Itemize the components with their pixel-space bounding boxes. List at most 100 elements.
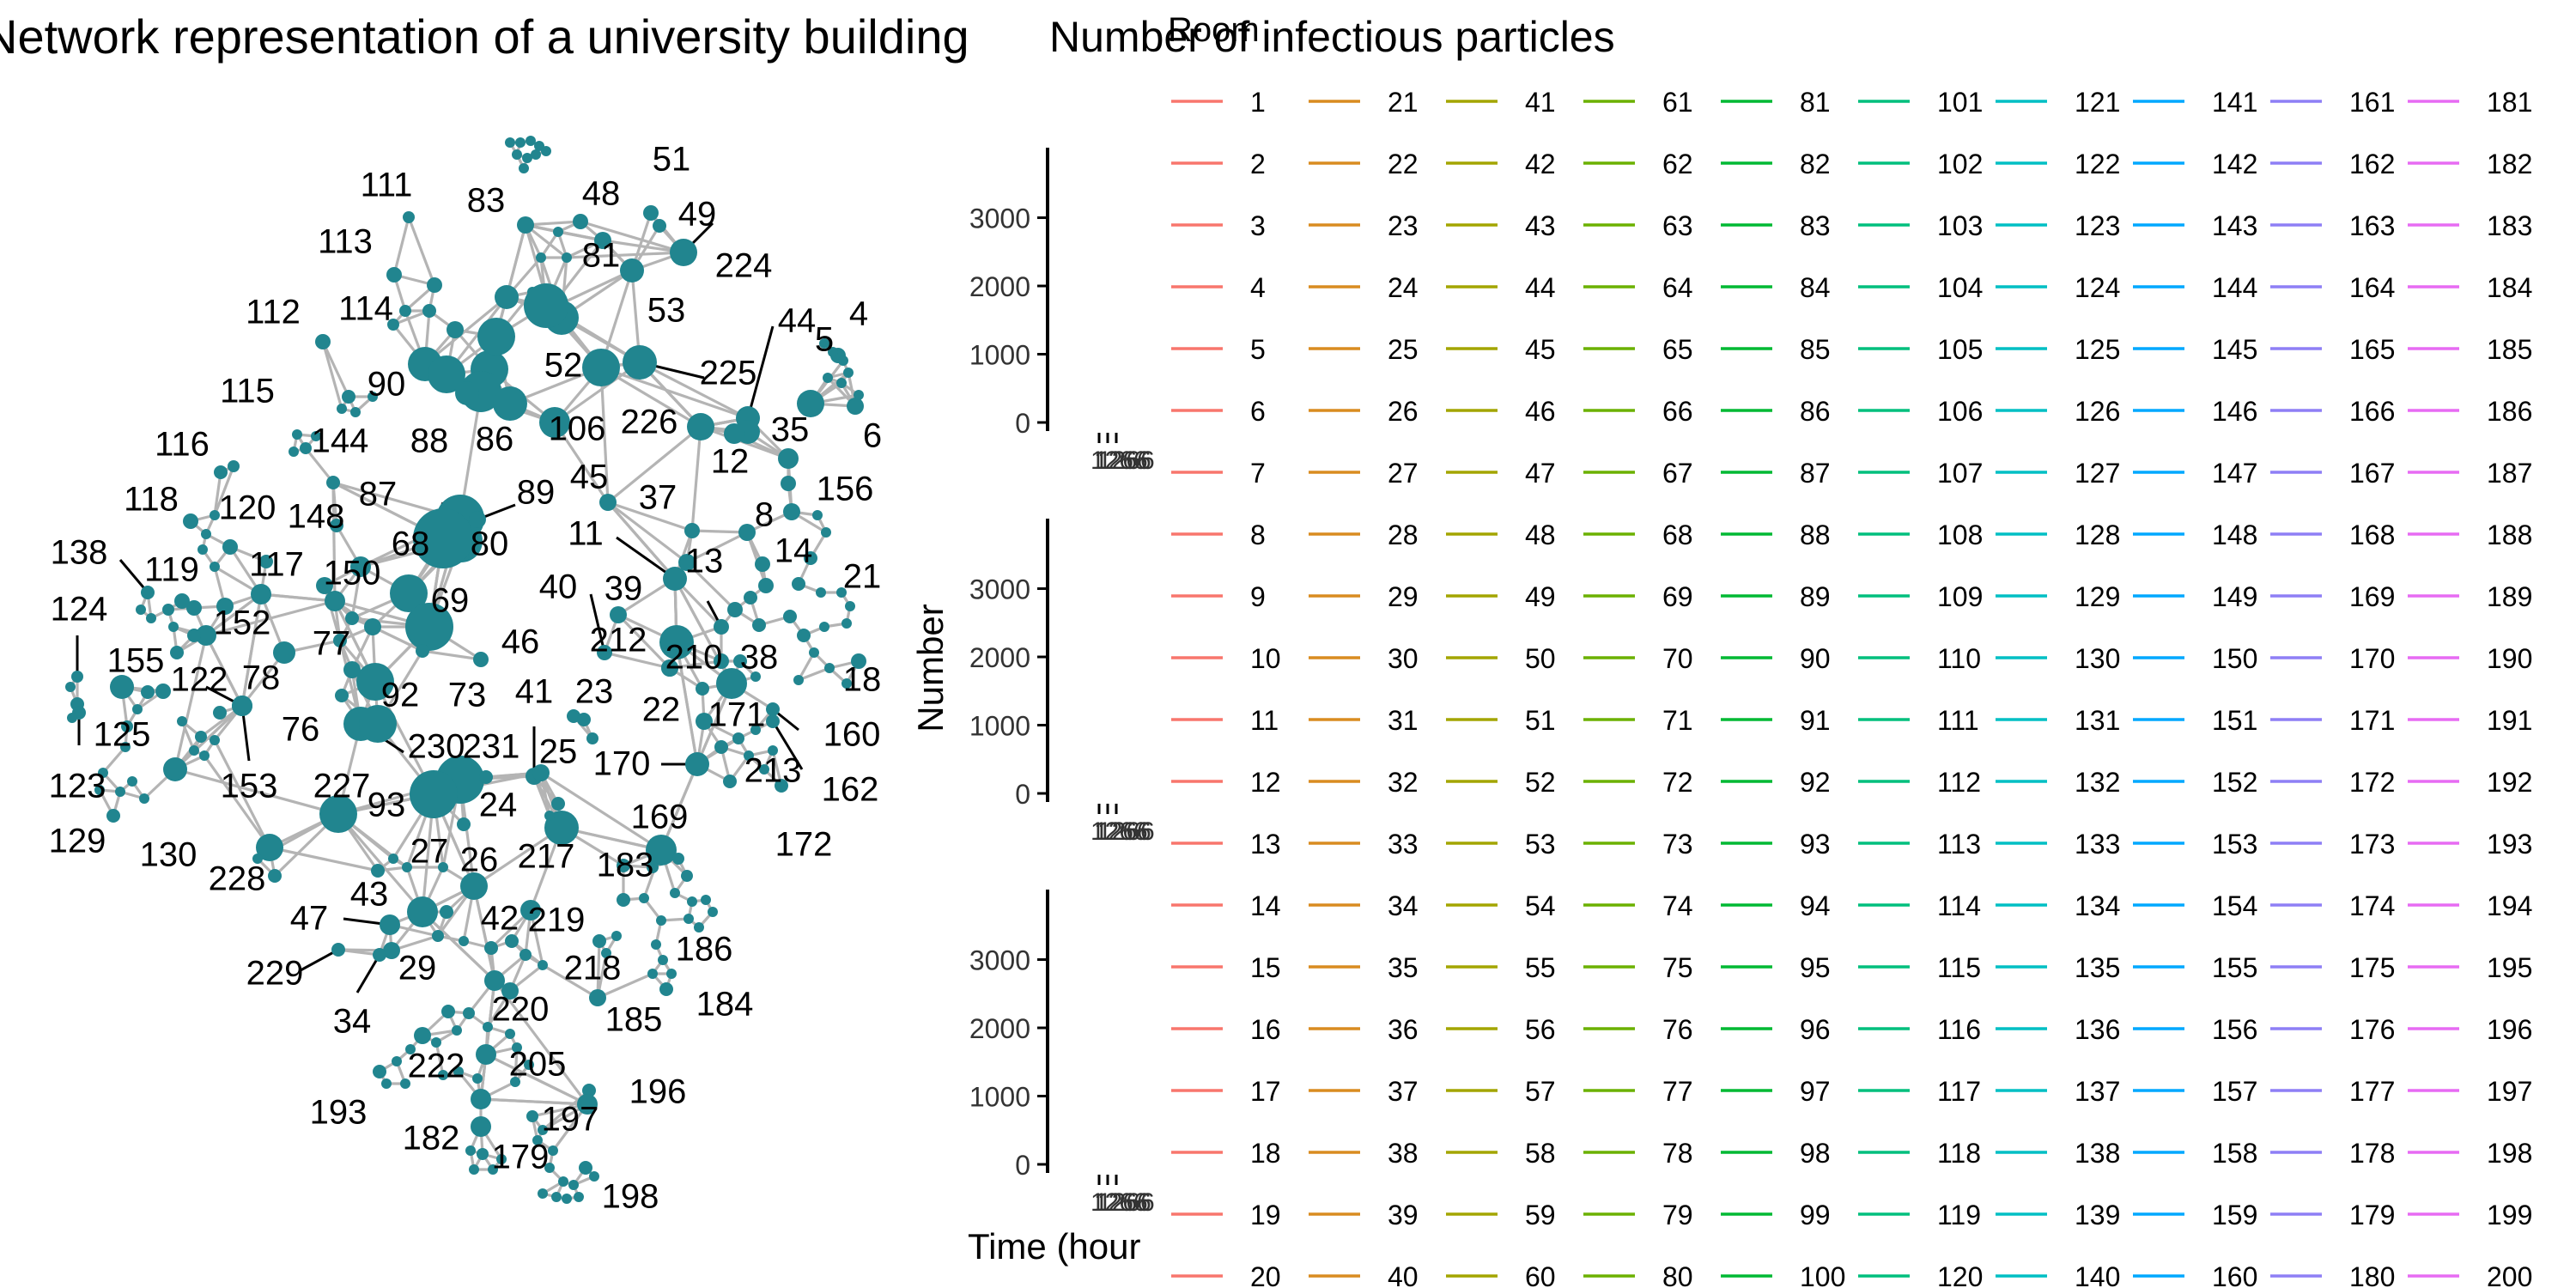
legend-item: 135 <box>1996 952 2120 983</box>
network-node-label: 155 <box>107 642 165 680</box>
network-node <box>197 544 208 555</box>
legend-item: 53 <box>1446 829 1556 860</box>
network-node <box>601 948 611 958</box>
legend-item: 142 <box>2133 149 2257 179</box>
legend-label: 26 <box>1388 396 1419 427</box>
legend-item: 45 <box>1446 334 1556 365</box>
legend-item: 20 <box>1171 1261 1281 1288</box>
y-tick-label: 3000 <box>969 204 1030 234</box>
network-node-label: 46 <box>501 623 540 661</box>
network-edge <box>269 846 379 872</box>
legend-label: 191 <box>2487 705 2532 736</box>
network-node <box>501 982 519 999</box>
network-node <box>854 390 864 400</box>
legend-label: 51 <box>1525 705 1556 736</box>
network-node <box>548 1145 558 1156</box>
network-node <box>232 696 252 716</box>
legend-item: 192 <box>2408 767 2532 798</box>
legend-label: 134 <box>2075 890 2120 921</box>
network-node <box>744 591 757 605</box>
legend-item: 37 <box>1309 1076 1419 1107</box>
legend-item: 187 <box>2408 458 2532 489</box>
network-node <box>538 1125 548 1135</box>
network-node-label: 26 <box>460 841 499 879</box>
legend-item: 168 <box>2270 519 2395 550</box>
network-node-label: 83 <box>467 182 506 220</box>
network-edge <box>540 771 662 852</box>
network-node <box>300 442 312 454</box>
y-tick-label: 0 <box>1015 408 1030 439</box>
legend-label: 186 <box>2487 396 2532 427</box>
leader-line <box>118 559 149 593</box>
network-edge <box>539 231 560 258</box>
network-node <box>452 1025 462 1036</box>
legend-label: 49 <box>1525 581 1556 612</box>
network-node-label: 22 <box>642 691 681 729</box>
legend-label: 169 <box>2349 581 2395 612</box>
legend-item: 160 <box>2133 1261 2257 1288</box>
legend-item: 127 <box>1996 458 2120 489</box>
network-node-label: 130 <box>140 836 197 874</box>
legend-label: 43 <box>1525 210 1556 241</box>
network-edge <box>606 425 702 504</box>
network-node <box>752 618 766 632</box>
legend-label: 1 <box>1250 87 1266 118</box>
network-node <box>387 319 399 331</box>
legend-label: 151 <box>2212 705 2257 736</box>
network-node <box>505 137 515 148</box>
legend-item: 130 <box>1996 643 2120 674</box>
network-node-label: 186 <box>676 931 733 969</box>
legend-item: 52 <box>1446 767 1556 798</box>
network-edge <box>596 940 601 999</box>
legend-label: 159 <box>2212 1200 2257 1230</box>
legend-label: 196 <box>2487 1014 2532 1045</box>
legend-item: 101 <box>1858 87 1983 118</box>
network-node <box>639 893 649 903</box>
legend-item: 49 <box>1446 581 1556 612</box>
network-node <box>551 1192 562 1202</box>
network-node-label: 35 <box>771 411 810 449</box>
network-node-label: 160 <box>823 716 881 754</box>
legend-label: 146 <box>2212 396 2257 427</box>
legend-item: 183 <box>2408 210 2532 241</box>
legend-item: 63 <box>1583 210 1693 241</box>
network-node <box>496 1154 507 1164</box>
legend-item: 54 <box>1446 890 1556 921</box>
network-node <box>380 914 400 935</box>
legend-label: 8 <box>1250 519 1266 550</box>
network-node <box>687 896 697 907</box>
legend-label: 68 <box>1662 519 1693 550</box>
legend-item: 122 <box>1996 149 2120 179</box>
legend-item: 6 <box>1171 396 1266 427</box>
legend-label: 166 <box>2349 396 2395 427</box>
network-node-label: 92 <box>381 677 420 714</box>
network-edge <box>505 224 527 298</box>
network-node-label: 156 <box>817 471 874 508</box>
legend-item: 181 <box>2408 87 2532 118</box>
network-node-label: 172 <box>775 826 833 864</box>
legend-label: 91 <box>1800 705 1831 736</box>
network-node <box>315 334 331 349</box>
network-node-label: 18 <box>843 661 882 699</box>
legend-label: 119 <box>1937 1200 1981 1230</box>
legend-label: 123 <box>2075 210 2120 241</box>
legend-item: 164 <box>2270 272 2395 303</box>
leader-line <box>300 948 339 972</box>
legend-items: 1234567891011121314151617181920212223242… <box>1171 87 2532 1288</box>
legend-label: 127 <box>2075 458 2120 489</box>
legend-item: 144 <box>2133 272 2257 303</box>
legend-label: 137 <box>2075 1076 2120 1107</box>
legend-label: 30 <box>1388 643 1419 674</box>
legend-item: 82 <box>1721 149 1831 179</box>
legend-label: 6 <box>1250 396 1266 427</box>
legend-label: 114 <box>1937 890 1981 921</box>
legend-label: 35 <box>1388 952 1419 983</box>
legend-item: 169 <box>2270 581 2395 612</box>
network-node <box>783 610 797 623</box>
network-node <box>422 304 436 318</box>
network-node <box>386 267 402 283</box>
network-node-label: 115 <box>220 373 275 410</box>
legend-item: 159 <box>2133 1200 2257 1230</box>
legend-item: 77 <box>1583 1076 1693 1107</box>
